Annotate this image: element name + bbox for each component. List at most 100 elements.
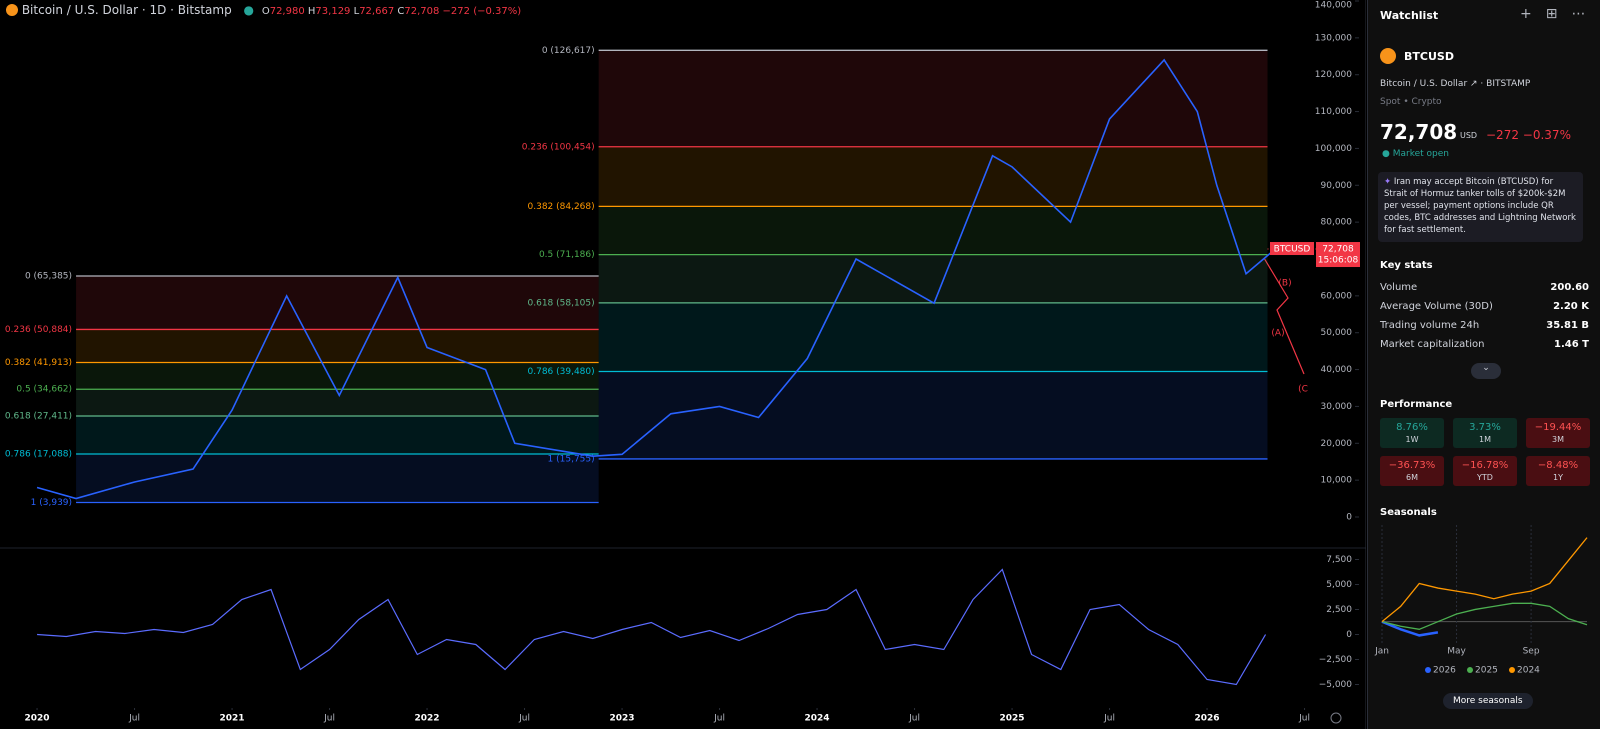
market-type: Spot • Crypto (1380, 97, 1442, 107)
btc-icon (6, 4, 18, 16)
fib-label: 0.382 (84,268) (528, 202, 595, 212)
y-tick-label: 140,000 (1315, 1, 1352, 11)
perf-value: −8.48% (1537, 460, 1579, 471)
market-status: ● Market open (1382, 149, 1449, 159)
fib-label: 0.5 (34,662) (16, 385, 72, 395)
exchange: BITSTAMP (1486, 79, 1531, 89)
fib-zone (76, 415, 599, 455)
fib-label: 0.236 (50,884) (5, 325, 72, 335)
symbol-desc: Bitcoin / U.S. Dollar ↗ · BITSTAMP (1380, 79, 1531, 89)
perf-value: −16.78% (1461, 460, 1509, 471)
stat-row: Trading volume 24h 35.81 B (1380, 320, 1589, 331)
legend-dot (1425, 667, 1431, 673)
x-tick-label: Jul (1103, 714, 1115, 724)
news-card[interactable]: ✦ Iran may accept Bitcoin (BTCUSD) for S… (1378, 172, 1583, 242)
fib-zone (598, 302, 1268, 372)
seasonal-line (1381, 620, 1439, 637)
settings-icon[interactable] (1330, 712, 1342, 724)
elliott-path: (B) (A) (C (1263, 257, 1308, 395)
x-tick-label: Jul (908, 714, 920, 724)
perf-value: −19.44% (1534, 422, 1582, 433)
more-seasonals[interactable]: More seasonals (1443, 693, 1533, 709)
wave-line (1263, 257, 1305, 375)
seasonals-title: Seasonals (1380, 507, 1437, 518)
price-tag (1316, 242, 1360, 268)
y-tick-label: 10,000 (1321, 476, 1353, 486)
fib-zone (598, 146, 1268, 207)
wave-label: (A) (1271, 329, 1284, 339)
symbol-title[interactable]: Bitcoin / U.S. Dollar · 1D · Bitstamp (21, 3, 232, 17)
y-tick-label: 50,000 (1321, 328, 1353, 338)
fib-label: 0.5 (71,186) (539, 250, 595, 260)
fib-label: 0.618 (27,411) (5, 411, 72, 421)
change: −272 (−0.37%) (442, 6, 522, 17)
x-tick-label: 2025 (1000, 714, 1025, 724)
x-tick-label: 2020 (25, 714, 50, 724)
watchlist-title[interactable]: Watchlist (1380, 9, 1439, 22)
open: 72,980 (269, 6, 305, 17)
stat-row: Average Volume (30D) 2.20 K (1380, 301, 1589, 312)
news-text: Iran may accept Bitcoin (BTCUSD) for Str… (1384, 177, 1576, 235)
fib-label: 1 (3,939) (31, 498, 72, 508)
legend-dot (1467, 667, 1473, 673)
fib-zone (76, 276, 599, 330)
legend-label: 2024 (1517, 666, 1540, 676)
fib-label: 0.786 (17,088) (5, 450, 72, 460)
legend-label: 2026 (1433, 666, 1456, 676)
stat-value: 2.20 K (1553, 301, 1589, 312)
y-tick-label: 120,000 (1315, 70, 1352, 80)
month-label: Sep (1523, 647, 1540, 657)
market: Spot (1380, 97, 1401, 107)
x-tick-label: 2024 (805, 714, 830, 724)
perf-cell: −8.48% 1Y (1526, 456, 1590, 486)
y-tick-label: 60,000 (1321, 291, 1353, 301)
osc-tick-label: 0 (1346, 630, 1352, 640)
key-stats-title: Key stats (1380, 260, 1433, 271)
toolbar-icons[interactable]: +⊞⋯ (1520, 6, 1600, 22)
stat-label: Market capitalization (1380, 339, 1485, 350)
fib-label: 0.618 (58,105) (528, 298, 595, 308)
high: 73,129 (315, 6, 351, 17)
x-tick-label: 2021 (220, 714, 245, 724)
change-pct: −0.37% (1522, 128, 1571, 142)
x-tick-label: Jul (128, 714, 140, 724)
change: −272 (1486, 128, 1519, 142)
fib-zone (598, 254, 1268, 303)
o-label: O (261, 6, 270, 17)
y-tick-label: 110,000 (1315, 107, 1352, 117)
fib-label: 0 (65,385) (25, 272, 72, 282)
perf-period: 1W (1405, 435, 1419, 444)
osc-tick-label: −5,000 (1319, 680, 1353, 690)
perf-period: 1Y (1553, 473, 1563, 482)
y-tick-label: 40,000 (1321, 365, 1353, 375)
stat-row: Market capitalization 1.46 T (1380, 339, 1589, 350)
h-label: H (307, 6, 316, 17)
symbol-header: Bitcoin / U.S. Dollar · 1D · Bitstamp ● … (6, 3, 521, 17)
c-label: C (397, 6, 405, 17)
perf-period: 1M (1479, 435, 1491, 444)
price-tag-label: 72,708 (1322, 245, 1354, 255)
l-label: L (353, 6, 360, 17)
price-line (36, 58, 1276, 500)
seasonal-line (1381, 602, 1588, 630)
status: Market open (1392, 149, 1449, 159)
stat-label: Volume (1380, 282, 1418, 293)
wave-label: (C (1298, 385, 1308, 395)
perf-period: 3M (1552, 435, 1564, 444)
stat-label: Average Volume (30D) (1380, 301, 1493, 312)
seasonal-line (1381, 537, 1588, 623)
ohlc: O72,980 H73,129 L72,667 C72,708 −272 (−0… (262, 6, 521, 17)
stat-label: Trading volume 24h (1380, 320, 1480, 331)
perf-period: YTD (1477, 473, 1493, 482)
legend-label: 2025 (1475, 666, 1498, 676)
perf-cell: −16.78% YTD (1453, 456, 1517, 486)
chart-area: (B) (A) (C 0 (65,385) 0.236 (50,884) 0.382 (… (0, 0, 1366, 729)
fib-zone (598, 206, 1268, 255)
expand-button[interactable]: ⌄ (1471, 363, 1501, 379)
symbol[interactable]: BTCUSD (1404, 50, 1454, 63)
osc-tick-label: −2,500 (1319, 655, 1353, 665)
price: 72,708 (1380, 120, 1458, 144)
x-tick-label: Jul (1298, 714, 1310, 724)
